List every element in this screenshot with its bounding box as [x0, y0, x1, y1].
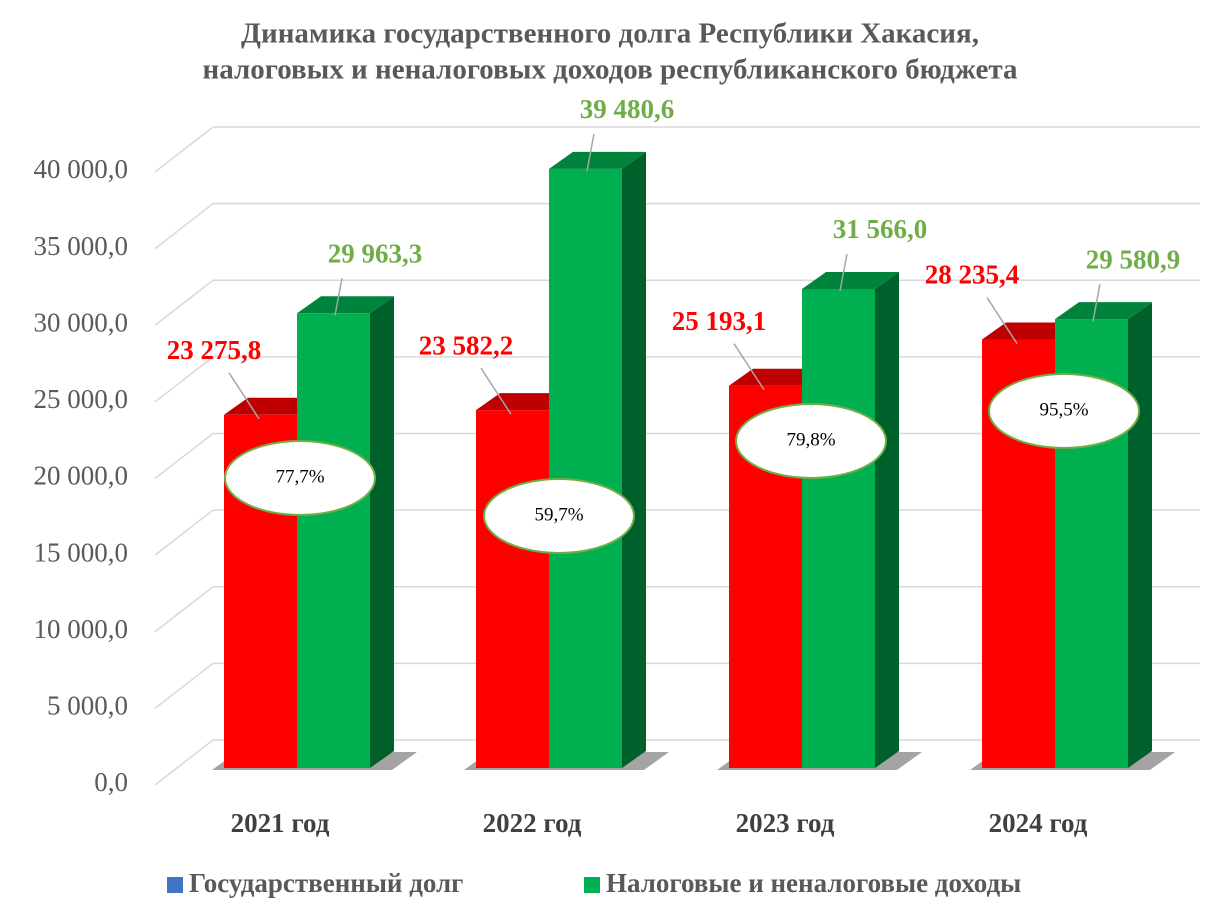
ratio-bubble	[735, 403, 887, 479]
leader-line	[586, 133, 595, 172]
legend-marker	[167, 877, 183, 893]
data-label: 23 275,8	[167, 335, 262, 365]
data-label: 29 580,9	[1086, 244, 1181, 274]
data-label: 39 480,6	[580, 94, 675, 124]
y-tick-label: 5 000,0	[47, 691, 128, 721]
leader-line	[733, 343, 765, 391]
bar-top	[549, 151, 646, 169]
y-tick-label: 30 000,0	[34, 307, 129, 337]
leader-line	[334, 278, 343, 316]
y-tick-label: 20 000,0	[34, 461, 129, 491]
ratio-bubble	[988, 373, 1140, 449]
ratio-label: 95,5%	[1039, 399, 1088, 420]
y-tick-label: 10 000,0	[34, 614, 129, 644]
bar-side	[370, 296, 394, 768]
legend-marker	[584, 877, 600, 893]
x-tick-label: 2024 год	[989, 808, 1088, 838]
data-label: 31 566,0	[833, 214, 928, 244]
legend-label: Государственный долг	[189, 868, 463, 898]
y-tick-label: 0,0	[94, 767, 128, 797]
bar-side	[875, 271, 899, 768]
x-tick-label: 2021 год	[231, 808, 330, 838]
bar-top	[297, 296, 394, 314]
ratio-bubble	[224, 440, 376, 516]
y-tick-label: 40 000,0	[34, 154, 129, 184]
leader-line	[986, 297, 1018, 344]
data-label: 23 582,2	[419, 330, 514, 360]
chart-title: налоговых и неналоговых доходов республи…	[203, 54, 1018, 86]
bar	[802, 288, 875, 768]
leader-line	[839, 253, 848, 292]
leader-line	[228, 372, 260, 420]
leader-line	[1092, 283, 1101, 322]
leader-line	[480, 367, 512, 415]
bar-side	[1128, 302, 1152, 768]
bar-top	[802, 271, 899, 289]
chart-title: Динамика государственного долга Республи…	[241, 18, 979, 50]
x-tick-label: 2023 год	[736, 808, 835, 838]
ratio-label: 77,7%	[275, 466, 324, 487]
data-label: 25 193,1	[672, 306, 767, 336]
bar-side	[622, 151, 646, 768]
y-tick-label: 35 000,0	[34, 231, 129, 261]
ratio-label: 79,8%	[786, 429, 835, 450]
legend-label: Налоговые и неналоговые доходы	[606, 868, 1021, 898]
bar	[297, 313, 370, 768]
grid-line	[154, 202, 1200, 250]
data-label: 28 235,4	[925, 260, 1020, 290]
bar-top	[1055, 302, 1152, 320]
bar	[549, 168, 622, 768]
x-tick-label: 2022 год	[483, 808, 582, 838]
data-label: 29 963,3	[328, 239, 423, 269]
y-tick-label: 15 000,0	[34, 537, 129, 567]
ratio-label: 59,7%	[534, 504, 583, 525]
grid-line	[154, 126, 1200, 173]
y-tick-label: 25 000,0	[34, 384, 129, 414]
ratio-bubble	[483, 478, 635, 554]
bar	[476, 410, 549, 768]
